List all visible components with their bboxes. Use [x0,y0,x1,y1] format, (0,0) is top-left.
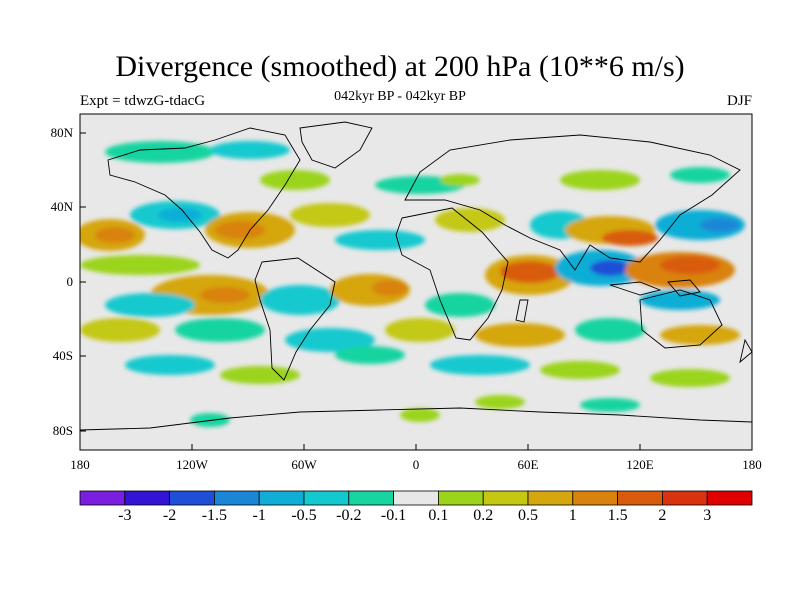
colorbar-label: 1 [568,507,577,524]
colorbar-swatch [258,490,305,506]
lon-tick-label: 60W [291,457,317,472]
colorbar-label: -3 [118,507,132,524]
colorbar-label: 3 [703,507,712,524]
lon-tick-label: 120E [626,457,654,472]
lon-tick-label: 0 [412,457,420,472]
colorbar-swatch [527,490,574,506]
colorbar-label: -0.5 [291,507,317,524]
lat-tick-label: 80N [50,125,73,140]
colorbar-label: -0.2 [336,507,362,524]
colorbar-swatch [79,490,126,506]
lat-tick-label: 80S [52,423,73,438]
experiment-label: Expt = tdwzG-tdacG [80,93,206,109]
plot-subtitle: 042kyr BP - 042kyr BP [334,89,466,104]
colorbar-swatch [437,490,484,506]
colorbar [79,490,753,506]
colorbar-swatch [572,490,618,506]
colorbar-label: 0.5 [518,507,538,524]
colorbar-swatch [124,490,171,506]
lon-tick-label: 180 [742,457,762,472]
colorbar-swatch [706,490,753,506]
lat-tick-label: 0 [66,274,74,289]
lon-tick-label: 180 [70,457,90,472]
colorbar-label: -1.5 [201,507,228,524]
lat-tick-label: 40S [52,348,73,363]
axis-ticks [79,132,753,450]
colorbar-label: 1.5 [607,507,628,524]
colorbar-swatch [393,490,439,506]
colorbar-label: 0.1 [428,507,449,524]
colorbar-label: 2 [658,507,667,524]
colorbar-swatch [303,490,350,506]
plot-title: Divergence (smoothed) at 200 hPa (10**6 … [115,50,685,83]
divergence-field [80,141,745,427]
colorbar-swatch [213,490,260,506]
colorbar-swatch [169,490,215,506]
lat-tick-label: 40N [50,199,73,214]
colorbar-label: -2 [162,507,177,524]
coastlines [80,121,752,431]
lon-tick-label: 120W [176,457,208,472]
season-label: DJF [726,93,752,109]
colorbar-swatch [348,490,394,506]
colorbar-label: 0.2 [473,507,494,524]
colorbar-label: -1 [252,507,266,524]
lon-tick-label: 60E [517,457,539,472]
colorbar-swatch [482,490,529,506]
colorbar-swatch [617,490,663,506]
colorbar-swatch [662,490,708,506]
colorbar-label: -0.1 [380,507,407,524]
